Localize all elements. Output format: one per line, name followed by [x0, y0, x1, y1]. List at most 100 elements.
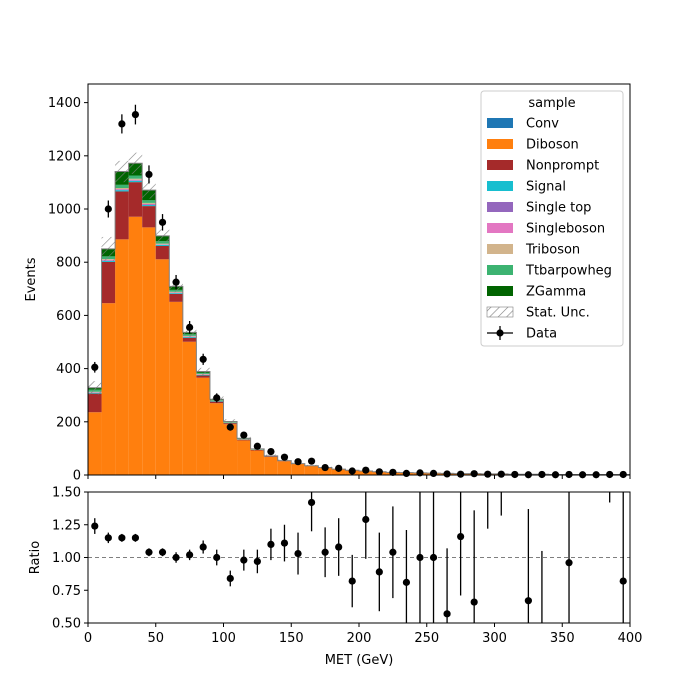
bar-diboson [155, 259, 170, 475]
bar-signal [142, 205, 156, 207]
ratio-point [321, 548, 329, 556]
data-point [307, 457, 316, 465]
bar-ttbarpowheg [142, 200, 156, 203]
bar-nonprompt [196, 375, 210, 378]
ratio-axes-frame [87, 491, 631, 624]
legend-label: Nonprompt [526, 159, 599, 174]
bar-single-top [128, 180, 143, 181]
ratio-point [240, 556, 248, 564]
bar-singleboson [115, 189, 129, 190]
data-point [145, 170, 153, 179]
data-point [118, 120, 126, 128]
data-point [104, 205, 112, 213]
x-tick-label: 400 [618, 631, 643, 646]
x-tick-label: 0 [84, 631, 92, 646]
ratio-point [172, 553, 180, 562]
ratio-point [118, 534, 126, 542]
bar-signal [182, 336, 197, 338]
y-tick-label: 800 [56, 256, 81, 271]
legend-title: sample [528, 96, 575, 111]
ratio-point [253, 557, 261, 566]
x-tick-label: 150 [279, 631, 304, 646]
y-tick-label: 0 [73, 469, 81, 484]
bar-nonprompt [182, 337, 197, 342]
data-point [429, 469, 438, 478]
bar-diboson [182, 341, 197, 475]
legend-swatch [487, 160, 513, 170]
bar-diboson [196, 377, 210, 475]
legend-label: Diboson [526, 138, 579, 153]
legend-label: Singleboson [526, 222, 605, 237]
data-point [240, 431, 248, 439]
bar-ttbarpowheg [128, 175, 143, 179]
ratio-point [104, 534, 112, 542]
data-point [402, 469, 411, 478]
ratio-point [307, 498, 316, 507]
data-point [443, 470, 451, 478]
bar-diboson [318, 467, 332, 475]
legend-label: Stat. Unc. [526, 306, 590, 321]
ratio-point [362, 515, 370, 524]
data-point [484, 470, 492, 478]
bar-diboson [115, 239, 129, 475]
bar-signal [155, 244, 170, 246]
data-point [389, 468, 397, 476]
x-tick-label: 200 [347, 631, 372, 646]
x-tick-label: 100 [211, 631, 236, 646]
x-tick-label: 50 [147, 631, 164, 646]
bar-signal [128, 180, 143, 183]
ratio-point [619, 577, 627, 585]
ratio-point [565, 559, 573, 567]
ratio-point [267, 540, 275, 549]
bar-diboson [237, 440, 251, 475]
ratio-y-tick-label: 0.75 [52, 584, 81, 599]
bar-diboson [291, 463, 305, 475]
y-tick-label: 1400 [48, 96, 81, 111]
data-point [565, 470, 573, 479]
data-point [172, 278, 180, 286]
bar-diboson [250, 450, 265, 475]
ratio-panel: 0.50 0.75 1.00 1.25 1.50 0 50 100 150 200 250 300 35… [28, 486, 642, 669]
bar-nonprompt [101, 261, 116, 304]
stat-unc-band [115, 160, 129, 183]
data-point [186, 323, 194, 331]
ratio-point [186, 551, 194, 559]
bar-diboson [264, 456, 278, 475]
ratio-point [294, 549, 302, 558]
data-point [348, 467, 356, 475]
main-panel: 0 200 400 600 800 1000 1200 1400 Events [24, 83, 631, 484]
ratio-point [348, 577, 356, 585]
legend-swatch [487, 265, 513, 275]
bar-diboson [169, 301, 183, 475]
bar-triboson [155, 243, 170, 245]
bar-diboson [277, 461, 292, 475]
ratio-point [280, 539, 289, 547]
legend-swatch [487, 118, 513, 128]
legend-label: Triboson [525, 243, 580, 258]
data-point [280, 453, 289, 461]
x-tick-label: 250 [414, 631, 439, 646]
legend-swatch [487, 139, 513, 149]
data-point [335, 464, 343, 472]
ratio-point [158, 548, 167, 556]
legend-swatch [487, 244, 513, 254]
bar-diboson [128, 216, 143, 475]
stat-unc-band [223, 419, 238, 424]
ratio-point [375, 568, 383, 576]
data-point [619, 470, 627, 479]
bar-nonprompt [88, 393, 102, 413]
stat-unc-band [196, 367, 210, 376]
y-axis-label: Events [24, 257, 39, 301]
data-point [321, 463, 329, 472]
bar-nonprompt [142, 206, 156, 228]
ratio-point [524, 597, 532, 605]
legend-swatch [487, 286, 513, 296]
x-tick-label: 300 [482, 631, 507, 646]
data-point [375, 468, 383, 476]
stat-unc-band [101, 236, 116, 261]
ratio-point [402, 578, 411, 586]
data-point [538, 470, 546, 479]
bar-nonprompt [128, 182, 143, 217]
y-tick-label: 1000 [48, 203, 81, 218]
